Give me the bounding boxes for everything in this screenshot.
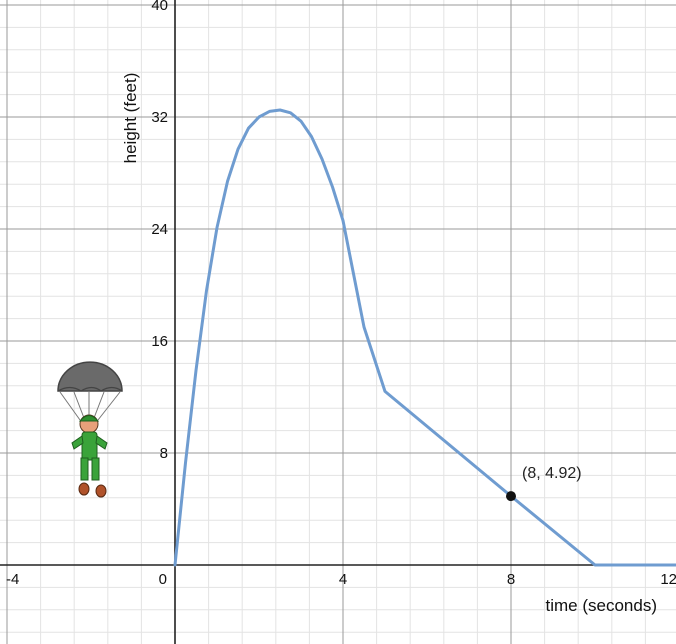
x-tick-label: -4 <box>6 571 19 588</box>
y-tick-label: 16 <box>151 333 168 350</box>
x-tick-label: 8 <box>507 571 515 588</box>
series-layer <box>173 108 676 567</box>
y-tick-label: 8 <box>160 445 168 462</box>
y-tick-label: 40 <box>151 0 168 14</box>
series-line-1 <box>173 108 676 567</box>
y-axis-label: height (feet) <box>121 73 140 164</box>
parachutist-icon <box>57 361 123 498</box>
x-tick-label: 12 <box>660 571 676 588</box>
point-label: (8, 4.92) <box>522 465 582 482</box>
highlight-point <box>506 491 516 502</box>
x-tick-label: 0 <box>159 571 167 588</box>
y-tick-label: 24 <box>151 221 168 238</box>
x-tick-label: 4 <box>339 571 347 588</box>
y-tick-label: 32 <box>151 109 168 126</box>
tick-labels: -4 0 4 8 12 8 16 24 32 40 <box>6 0 676 588</box>
x-axis-label: time (seconds) <box>546 596 657 615</box>
point-layer <box>506 491 516 502</box>
